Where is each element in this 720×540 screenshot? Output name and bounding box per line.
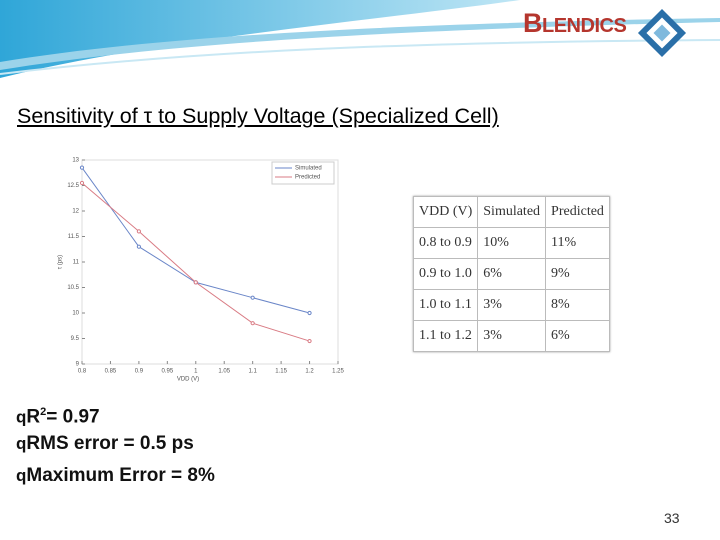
error-table: VDD (V) Simulated Predicted 0.8 to 0.9 10% 11… (412, 196, 610, 352)
y-tick-label: 13 (72, 158, 79, 164)
table-cell: Predicted (545, 196, 610, 228)
bullet-text: Maximum Error = 8% (26, 465, 215, 486)
table-cell: 1.0 to 1.1 (412, 289, 479, 321)
bullet: qR2= 0.97 (16, 396, 215, 428)
y-tick-label: 9.5 (71, 336, 80, 342)
data-point (136, 229, 141, 234)
bullet-text: RMS error = 0.5 ps (26, 433, 194, 454)
y-tick-label: 11.5 (68, 234, 80, 240)
legend-label: Predicted (295, 175, 320, 181)
series-line (81, 167, 310, 314)
table-cell: 10% (477, 227, 547, 259)
y-tick-label: 9 (76, 362, 80, 368)
table-cell: 6% (477, 258, 547, 290)
bullet-text: R (26, 406, 41, 428)
data-point (307, 310, 312, 316)
table-cell: Simulated (477, 196, 547, 228)
bullet-marker: q (16, 434, 27, 453)
header-decoration (0, 0, 720, 78)
bullet-marker: q (16, 466, 27, 485)
x-tick-label: 0.95 (161, 369, 173, 375)
data-point (307, 338, 312, 344)
y-axis-label: τ (ps) (58, 255, 64, 269)
y-tick-label: 10.5 (67, 285, 79, 291)
page-number: 33 (664, 510, 680, 526)
data-point (136, 244, 141, 249)
x-tick-label: 1.1 (248, 369, 257, 375)
table-cell: 3% (477, 320, 547, 352)
data-point (250, 295, 255, 300)
x-tick-label: 1.25 (332, 369, 344, 375)
table-row: 1.1 to 1.2 3% 6% (412, 320, 610, 352)
table-cell: 3% (477, 289, 547, 321)
data-point (79, 165, 85, 170)
series-line (81, 182, 310, 342)
table-cell: 9% (545, 258, 610, 290)
y-tick-label: 10 (72, 311, 79, 317)
bullet-marker: q (16, 407, 27, 427)
x-tick-label: 0.9 (135, 369, 144, 375)
table-cell: VDD (V) (412, 196, 479, 228)
superscript: 2 (40, 406, 47, 418)
x-tick-label: 0.8 (78, 369, 87, 375)
bullet-list: qR2= 0.97 qRMS error = 0.5 ps qMaximum Err… (16, 396, 215, 492)
x-axis-label: VDD (V) (177, 377, 199, 383)
bullet-text: = 0.97 (46, 406, 100, 428)
table-row: VDD (V) Simulated Predicted (412, 196, 610, 228)
table-row: 0.9 to 1.0 6% 9% (412, 258, 610, 290)
plot-frame (81, 159, 339, 365)
table-row: 1.0 to 1.1 3% 8% (412, 289, 610, 321)
x-tick-label: 1.05 (218, 369, 230, 375)
table-row: 0.8 to 0.9 10% 11% (412, 227, 610, 259)
table-cell: 8% (545, 289, 610, 321)
x-tick-label: 1.15 (275, 369, 287, 375)
table-cell: 6% (545, 320, 610, 352)
y-tick-label: 12 (72, 209, 79, 215)
table-cell: 0.8 to 0.9 (412, 227, 479, 259)
data-point (193, 280, 198, 285)
logo: BLENDICS (523, 8, 627, 38)
x-tick-label: 1 (194, 369, 198, 375)
bullet: qMaximum Error = 8% (16, 460, 215, 492)
y-tick-label: 11 (73, 260, 80, 266)
chart: VDD (V) τ (ps) 9 9.5 10 10.5 11 11.5 12 12.5 13 0… (58, 158, 345, 383)
table-cell: 0.9 to 1.0 (412, 258, 479, 290)
x-tick-label: 1.2 (305, 369, 314, 375)
data-point (250, 321, 255, 326)
bullet: qRMS error = 0.5 ps (16, 428, 215, 460)
data-point (79, 180, 85, 186)
x-tick-label: 0.85 (105, 369, 117, 375)
legend-label: Simulated (295, 166, 322, 172)
table-cell: 11% (545, 227, 610, 259)
slide-title: Sensitivity of τ to Supply Voltage (Spec… (17, 104, 499, 128)
y-tick-label: 12.5 (67, 183, 79, 189)
table-cell: 1.1 to 1.2 (412, 320, 479, 352)
